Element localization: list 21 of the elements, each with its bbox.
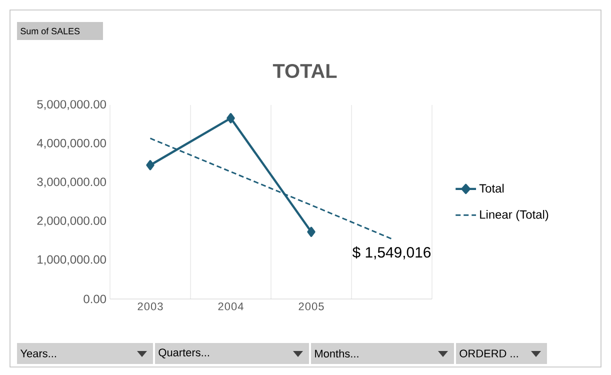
text: Months...: [315, 349, 358, 358]
y-tick-label: 2,000,000.00: [37, 216, 106, 226]
text: Sum of SALES: [20, 28, 80, 34]
legend-label: Total: [479, 184, 504, 193]
y-tick-label: 0.00: [84, 294, 106, 304]
legend-label: Linear (Total): [480, 210, 548, 222]
x-tick-label: 2005: [298, 302, 324, 310]
x-tick-label: 2003: [138, 302, 163, 310]
y-tick-label: 1,000,000.00: [38, 255, 106, 266]
point: [146, 160, 154, 170]
y-tick-label: 3,000,000.00: [37, 178, 106, 188]
annotation: $ 1,549,016: [352, 246, 431, 260]
y-tick-label: 5,000,000.00: [37, 100, 106, 110]
x-tick-label: 2004: [218, 302, 244, 310]
point: [307, 226, 316, 237]
point: [226, 113, 235, 124]
text: Quarters...: [158, 348, 209, 358]
y-tick-label: 4,000,000.00: [36, 138, 106, 149]
chart-title: TOTAL: [272, 64, 337, 78]
text: Years...: [20, 350, 56, 358]
text: ORDERD ...: [460, 350, 518, 358]
